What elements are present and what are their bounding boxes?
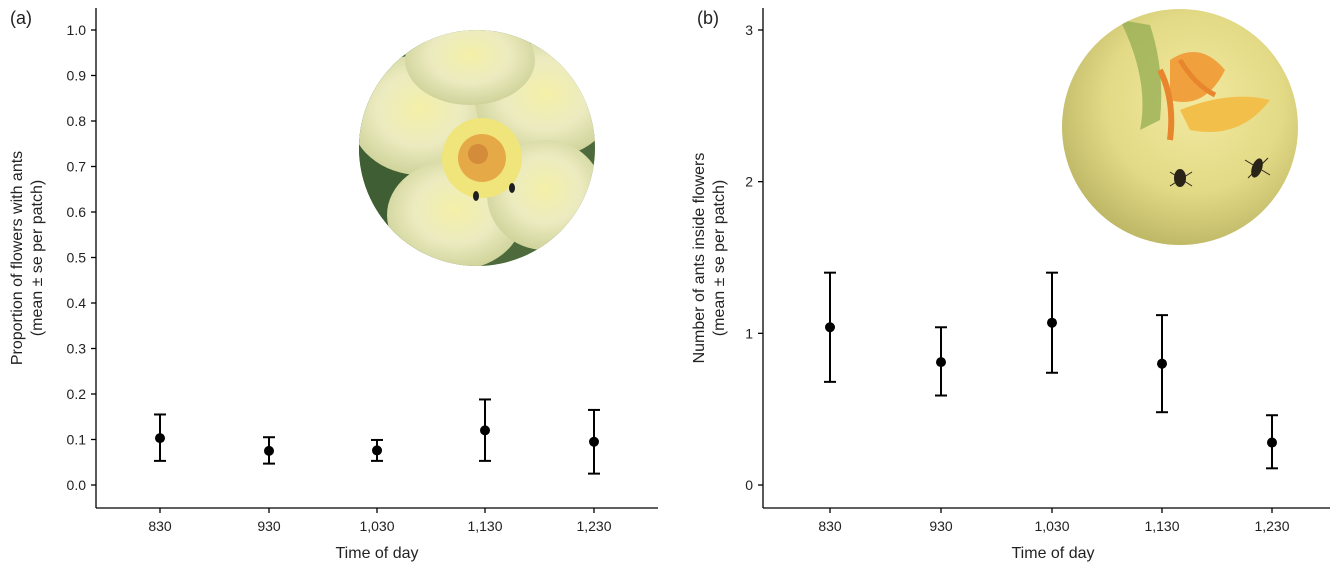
x-axis-title-b: Time of day bbox=[1012, 545, 1095, 562]
data-point bbox=[589, 437, 599, 447]
data-point bbox=[1267, 438, 1277, 448]
data-point bbox=[480, 425, 490, 435]
y-axis-title-a: Proportion of flowers with ants bbox=[9, 151, 26, 365]
x-ticks-b: 830 930 1,030 1,130 1,230 bbox=[818, 508, 1289, 534]
y-tick-label: 0.9 bbox=[67, 68, 87, 84]
x-tick-label: 930 bbox=[929, 518, 953, 534]
x-tick-label: 830 bbox=[148, 518, 172, 534]
data-point bbox=[264, 446, 274, 456]
y-tick-label: 0 bbox=[745, 477, 753, 493]
y-tick-label: 0.2 bbox=[67, 386, 87, 402]
y-tick-label: 0.0 bbox=[67, 477, 87, 493]
data-point bbox=[372, 445, 382, 455]
y-tick-label: 0.8 bbox=[67, 113, 87, 129]
x-tick-label: 1,030 bbox=[1034, 518, 1069, 534]
panel-b-label: (b) bbox=[697, 8, 719, 28]
x-tick-label: 1,130 bbox=[1144, 518, 1179, 534]
y-axis-subtitle-a: (mean ± se per patch) bbox=[29, 180, 46, 336]
x-tick-label: 1,230 bbox=[576, 518, 611, 534]
data-point bbox=[825, 322, 835, 332]
y-ticks-a: 0.0 0.1 0.2 0.3 0.4 0.5 0.6 0.7 0.8 0.9 1.0 bbox=[67, 22, 96, 493]
data-point bbox=[1047, 318, 1057, 328]
x-tick-label: 1,030 bbox=[359, 518, 394, 534]
y-tick-label: 0.3 bbox=[67, 341, 87, 357]
x-tick-label: 830 bbox=[818, 518, 842, 534]
x-tick-label: 1,130 bbox=[467, 518, 502, 534]
flower-with-ants-photo bbox=[350, 15, 615, 275]
data-point bbox=[155, 433, 165, 443]
y-tick-label: 3 bbox=[745, 22, 753, 38]
y-ticks-b: 0 1 2 3 bbox=[745, 22, 763, 493]
x-tick-label: 1,230 bbox=[1254, 518, 1289, 534]
x-axis-title-a: Time of day bbox=[336, 545, 419, 562]
data-marks-a bbox=[154, 399, 600, 473]
x-ticks-a: 830 930 1,030 1,130 1,230 bbox=[148, 508, 611, 534]
data-marks-b bbox=[824, 273, 1278, 469]
data-point bbox=[1157, 359, 1167, 369]
y-axis-subtitle-b: (mean ± se per patch) bbox=[711, 180, 728, 336]
y-axis-title-b: Number of ants inside flowers bbox=[691, 153, 708, 364]
data-point bbox=[936, 357, 946, 367]
panel-a: (a) 0.0 0.1 0.2 0.3 0.4 0.5 0.6 0.7 0.8 0.9 1.0 83… bbox=[9, 8, 658, 562]
y-tick-label: 0.7 bbox=[67, 159, 87, 175]
y-tick-label: 0.6 bbox=[67, 204, 87, 220]
panel-b: (b) 0 1 2 3 830 930 1,030 1,130 1,230 Time of d… bbox=[691, 5, 1330, 562]
y-tick-label: 0.4 bbox=[67, 295, 87, 311]
y-tick-label: 0.1 bbox=[67, 432, 87, 448]
y-tick-label: 2 bbox=[745, 174, 753, 190]
y-tick-label: 1.0 bbox=[67, 22, 87, 38]
y-tick-label: 1 bbox=[745, 325, 753, 341]
flower-closeup-ants-photo bbox=[1060, 5, 1305, 250]
panel-a-label: (a) bbox=[10, 8, 32, 28]
x-tick-label: 930 bbox=[257, 518, 281, 534]
y-tick-label: 0.5 bbox=[67, 250, 87, 266]
